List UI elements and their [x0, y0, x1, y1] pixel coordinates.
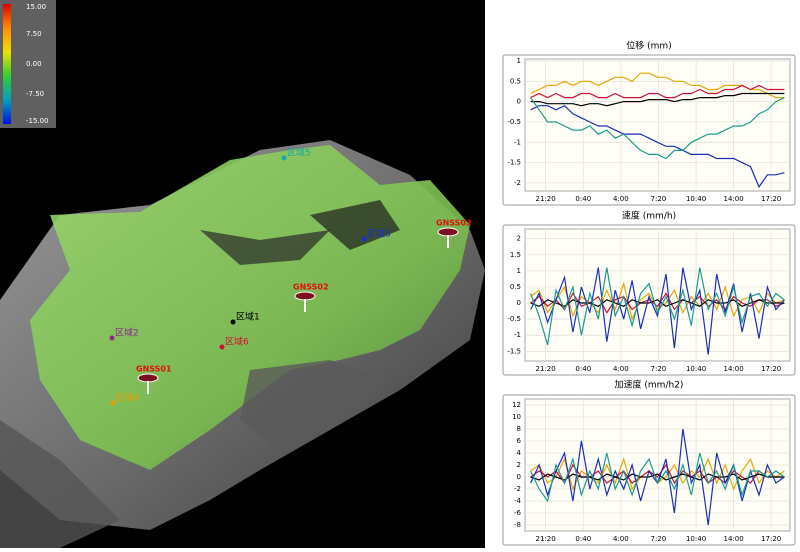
- y-tick-label: -6: [514, 509, 522, 517]
- x-tick-label: 14:00: [724, 195, 744, 203]
- region-marker: [219, 344, 225, 350]
- region-label: 区域4: [116, 392, 140, 404]
- x-tick-label: 0:40: [575, 365, 591, 373]
- series-line: [530, 281, 785, 321]
- y-tick-label: 12: [512, 401, 521, 409]
- x-tick-label: 4:00: [613, 195, 629, 203]
- colorbar: [3, 4, 11, 124]
- series-line: [530, 267, 785, 355]
- region-marker: [361, 236, 367, 242]
- y-tick-label: 10: [512, 413, 521, 421]
- y-tick-label: -0.5: [507, 315, 521, 323]
- series-line: [530, 292, 785, 314]
- region-label: 区域2: [115, 327, 139, 339]
- x-tick-label: 17:20: [761, 365, 781, 373]
- gnss-label: GNSS02: [293, 283, 329, 292]
- y-tick-label: 2: [517, 235, 521, 243]
- region-marker: [109, 335, 115, 341]
- colorbar-label: 0.00: [26, 60, 42, 68]
- gnss-icon: [294, 291, 316, 301]
- colorbar-label: -7.50: [26, 90, 44, 98]
- series-line: [530, 452, 785, 503]
- region-marker: [281, 155, 287, 161]
- y-tick-label: -2: [514, 179, 521, 187]
- x-tick-label: 7:20: [651, 195, 667, 203]
- colorbar-label: -15.00: [26, 117, 49, 125]
- y-tick-label: 8: [517, 425, 521, 433]
- y-tick-label: -2: [514, 485, 521, 493]
- y-tick-label: -1: [514, 138, 521, 146]
- x-tick-label: 4:00: [613, 365, 629, 373]
- series-line: [530, 267, 785, 346]
- gnss-label: GNSS01: [136, 365, 172, 374]
- region-label: 区域5: [287, 147, 311, 159]
- y-tick-label: 0.5: [510, 77, 521, 85]
- series-line: [530, 97, 785, 160]
- x-tick-label: 21:20: [536, 365, 556, 373]
- y-tick-label: 2: [517, 461, 521, 469]
- y-tick-label: -1: [514, 331, 521, 339]
- gnss-icon: [137, 373, 159, 383]
- plot-area: [524, 58, 791, 192]
- colorbar-label: 7.50: [26, 30, 42, 38]
- x-tick-label: 17:20: [761, 535, 781, 543]
- y-tick-label: 1: [517, 267, 521, 275]
- region-label: 区域1: [236, 311, 260, 323]
- region-label: 区域6: [225, 336, 249, 348]
- region-marker: [230, 319, 236, 325]
- x-tick-label: 14:00: [724, 535, 744, 543]
- x-tick-label: 21:20: [536, 535, 556, 543]
- colorbar-label: 15.00: [26, 3, 46, 11]
- series-line: [530, 104, 785, 189]
- gnss-label: GNSS03: [436, 219, 472, 228]
- x-tick-label: 10:40: [686, 535, 706, 543]
- x-tick-label: 0:40: [575, 535, 591, 543]
- series-line: [530, 92, 785, 107]
- chart-title: 位移 (mm): [626, 40, 671, 52]
- x-tick-label: 7:20: [651, 535, 667, 543]
- x-tick-label: 14:00: [724, 365, 744, 373]
- x-tick-label: 7:20: [651, 365, 667, 373]
- x-tick-label: 10:40: [686, 365, 706, 373]
- y-tick-label: 1: [517, 57, 521, 65]
- y-tick-label: 4: [517, 449, 522, 457]
- y-tick-label: 1.5: [510, 251, 521, 259]
- chart-title: 加速度 (mm/h2): [615, 379, 684, 391]
- x-tick-label: 17:20: [761, 195, 781, 203]
- series-line: [530, 463, 785, 485]
- y-tick-label: -0.5: [507, 118, 521, 126]
- x-tick-label: 0:40: [575, 195, 591, 203]
- chart-title: 速度 (mm/h): [622, 210, 676, 222]
- y-tick-label: 0: [517, 299, 521, 307]
- region-marker: [110, 400, 116, 406]
- region-label: 区域3: [367, 228, 391, 240]
- plot-area: [524, 228, 791, 362]
- x-tick-label: 4:00: [613, 535, 629, 543]
- y-tick-label: 0: [517, 98, 521, 106]
- series-line: [530, 473, 785, 481]
- y-tick-label: -4: [514, 497, 522, 505]
- x-tick-label: 10:40: [686, 195, 706, 203]
- y-tick-label: 0.5: [510, 283, 521, 291]
- series-line: [530, 84, 785, 99]
- y-tick-label: 6: [517, 437, 522, 445]
- y-tick-label: -1.5: [507, 159, 521, 167]
- x-tick-label: 21:20: [536, 195, 556, 203]
- series-line: [530, 299, 785, 307]
- y-tick-label: -1.5: [507, 347, 521, 355]
- gnss-icon: [437, 227, 459, 237]
- y-tick-label: -8: [514, 521, 521, 529]
- y-tick-label: 0: [517, 473, 521, 481]
